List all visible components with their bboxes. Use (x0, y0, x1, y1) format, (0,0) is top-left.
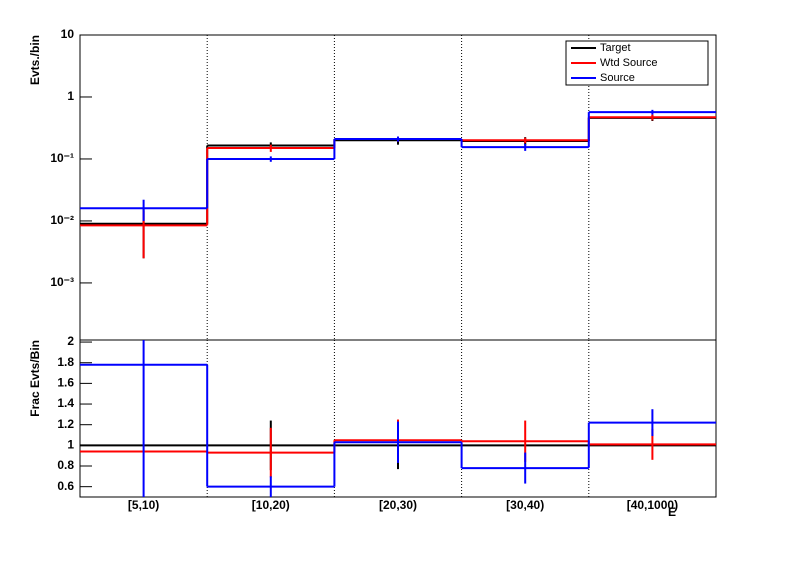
y-tick-label: 0.8 (57, 458, 74, 472)
x-axis-title: E (668, 505, 676, 519)
y-tick-label: 1 (67, 438, 74, 452)
y-axis-title: Frac Evts/Bin (28, 340, 42, 417)
y-tick-label: 2 (67, 334, 74, 348)
x-tick-label: [20,30) (379, 498, 417, 512)
legend-label: Source (600, 72, 635, 84)
x-tick-label: [5,10) (128, 498, 159, 512)
legend-label: Target (600, 42, 631, 54)
x-tick-label: [40,1000) (627, 498, 678, 512)
legend-label: Wtd Source (600, 57, 657, 69)
y-tick-label: 10⁻³ (50, 275, 74, 289)
y-tick-label: 1.6 (57, 376, 74, 390)
y-tick-label: 10⁻² (50, 213, 74, 227)
y-tick-label: 10 (61, 27, 75, 41)
y-tick-label: 1 (67, 89, 74, 103)
y-tick-label: 1.2 (57, 417, 74, 431)
y-tick-label: 10⁻¹ (50, 151, 74, 165)
frame (79, 339, 717, 498)
y-axis-title: Evts./bin (28, 35, 42, 85)
x-tick-label: [30,40) (506, 498, 544, 512)
y-tick-label: 1.8 (57, 355, 74, 369)
y-tick-label: 0.6 (57, 479, 74, 493)
y-tick-label: 1.4 (57, 396, 74, 410)
x-tick-label: [10,20) (252, 498, 290, 512)
